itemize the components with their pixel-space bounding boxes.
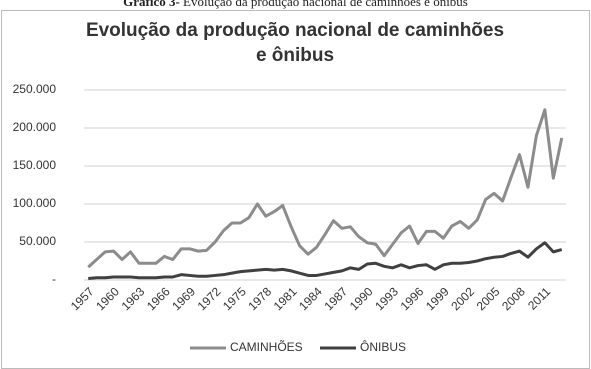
y-tick-label: 250.000 [13,82,57,96]
x-tick-label: 2008 [499,284,528,313]
y-tick-label: 150.000 [13,158,57,172]
caption-text: Evolução da produção nacional de caminhõ… [183,0,468,9]
chart-title: Evolução da produção nacional de caminhõ… [85,20,505,66]
x-tick-label: 1990 [347,284,376,313]
caption: Gráfico 3- Evolução da produção nacional… [0,0,591,10]
x-tick-label: 1960 [93,284,122,313]
caption-label: Gráfico 3- [123,0,180,9]
x-tick-label: 2005 [474,284,503,313]
data-line [88,241,563,280]
x-tick-label: 1978 [245,284,274,313]
legend-label: CAMINHÕES [230,339,303,354]
x-tick-label: 1999 [423,284,452,313]
x-tick-label: 1957 [68,284,97,313]
data-line [87,108,564,269]
x-tick-label: 2002 [448,284,477,313]
x-tick-label: 1972 [195,284,224,313]
x-tick-label: 1993 [372,284,401,313]
y-tick-label: 100.000 [13,196,57,210]
x-tick-label: 1966 [144,284,173,313]
x-tick-label: 2011 [525,284,553,312]
legend-label: ÔNIBUS [360,339,406,354]
y-tick-label: - [52,272,56,286]
x-tick-label: 1987 [321,284,350,313]
x-tick-label: 1984 [296,284,325,313]
x-tick-label: 1981 [271,284,300,313]
x-tick-label: 1963 [119,284,148,313]
y-tick-label: 50.000 [19,234,56,248]
y-tick-label: 200.000 [13,120,57,134]
x-tick-label: 1969 [169,284,198,313]
x-tick-label: 1996 [398,284,427,313]
x-tick-label: 1975 [220,284,249,313]
